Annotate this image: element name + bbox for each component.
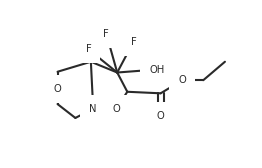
Text: O: O — [113, 104, 120, 114]
Text: O: O — [54, 84, 61, 94]
Text: O: O — [178, 75, 186, 85]
Text: F: F — [103, 29, 109, 39]
Text: F: F — [86, 44, 91, 54]
Text: N: N — [89, 104, 97, 114]
Text: F: F — [131, 37, 137, 47]
Text: O: O — [157, 111, 165, 121]
Text: OH: OH — [149, 65, 164, 75]
